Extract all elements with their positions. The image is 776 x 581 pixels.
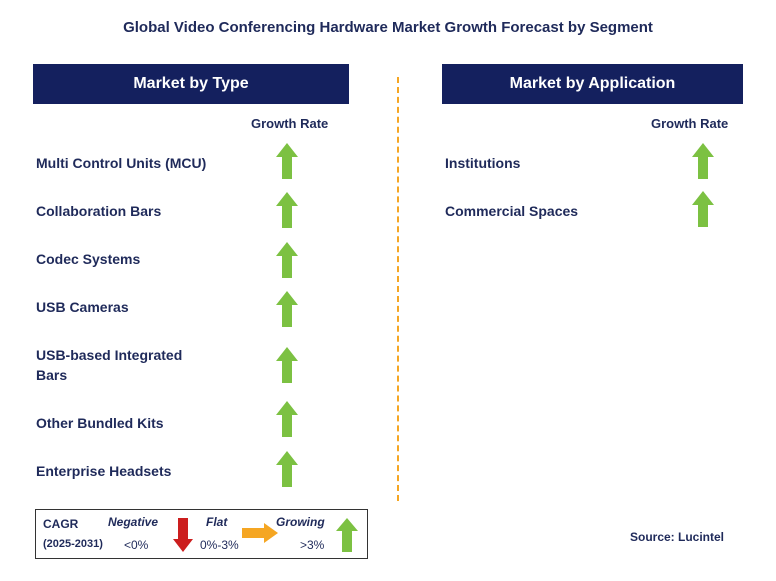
legend-negative-label: Negative xyxy=(108,515,159,529)
growing-arrow-icon xyxy=(276,347,298,383)
type-item-enterprise-headsets: Enterprise Headsets xyxy=(36,463,172,479)
growing-arrow-icon xyxy=(276,242,298,278)
type-item-mcu: Multi Control Units (MCU) xyxy=(36,155,207,171)
type-item-usb-cameras: USB Cameras xyxy=(36,299,129,315)
growing-arrow-icon xyxy=(276,291,298,327)
type-item-other-bundled-kits: Other Bundled Kits xyxy=(36,415,164,431)
growing-arrow-icon xyxy=(276,401,298,437)
growing-arrow-icon xyxy=(276,192,298,228)
legend-flat-label: Flat xyxy=(206,515,228,529)
legend-growing-range: >3% xyxy=(300,538,325,552)
growing-arrow-icon xyxy=(336,518,358,552)
left-growth-rate-label: Growth Rate xyxy=(251,116,329,131)
right-growth-rate-label: Growth Rate xyxy=(651,116,729,131)
type-item-usb-integrated-bars: USB-based Integrated Bars xyxy=(36,347,183,383)
growing-arrow-icon xyxy=(276,451,298,487)
market-by-type-header: Market by Type xyxy=(33,64,349,104)
growing-arrow-icon xyxy=(692,143,714,179)
dashed-divider xyxy=(397,77,399,501)
legend-period: (2025-2031) xyxy=(43,538,103,550)
chart-title: Global Video Conferencing Hardware Marke… xyxy=(123,19,653,36)
source-label: Source: Lucintel xyxy=(630,530,725,544)
legend-flat-range: 0%-3% xyxy=(200,538,239,552)
legend-growing-label: Growing xyxy=(276,515,325,529)
cagr-legend: CAGR (2025-2031) Negative <0% Flat 0%-3%… xyxy=(35,509,368,559)
legend-negative-range: <0% xyxy=(124,538,149,552)
application-item-commercial-spaces: Commercial Spaces xyxy=(445,203,579,219)
legend-cagr-label: CAGR xyxy=(43,517,79,531)
growing-arrow-icon xyxy=(692,191,714,227)
negative-arrow-icon xyxy=(173,518,193,552)
growing-arrow-icon xyxy=(276,143,298,179)
market-by-application-header: Market by Application xyxy=(442,64,743,104)
application-item-institutions: Institutions xyxy=(445,155,521,171)
type-item-collaboration-bars: Collaboration Bars xyxy=(36,203,162,219)
flat-arrow-icon xyxy=(242,523,278,543)
type-item-codec-systems: Codec Systems xyxy=(36,251,141,267)
